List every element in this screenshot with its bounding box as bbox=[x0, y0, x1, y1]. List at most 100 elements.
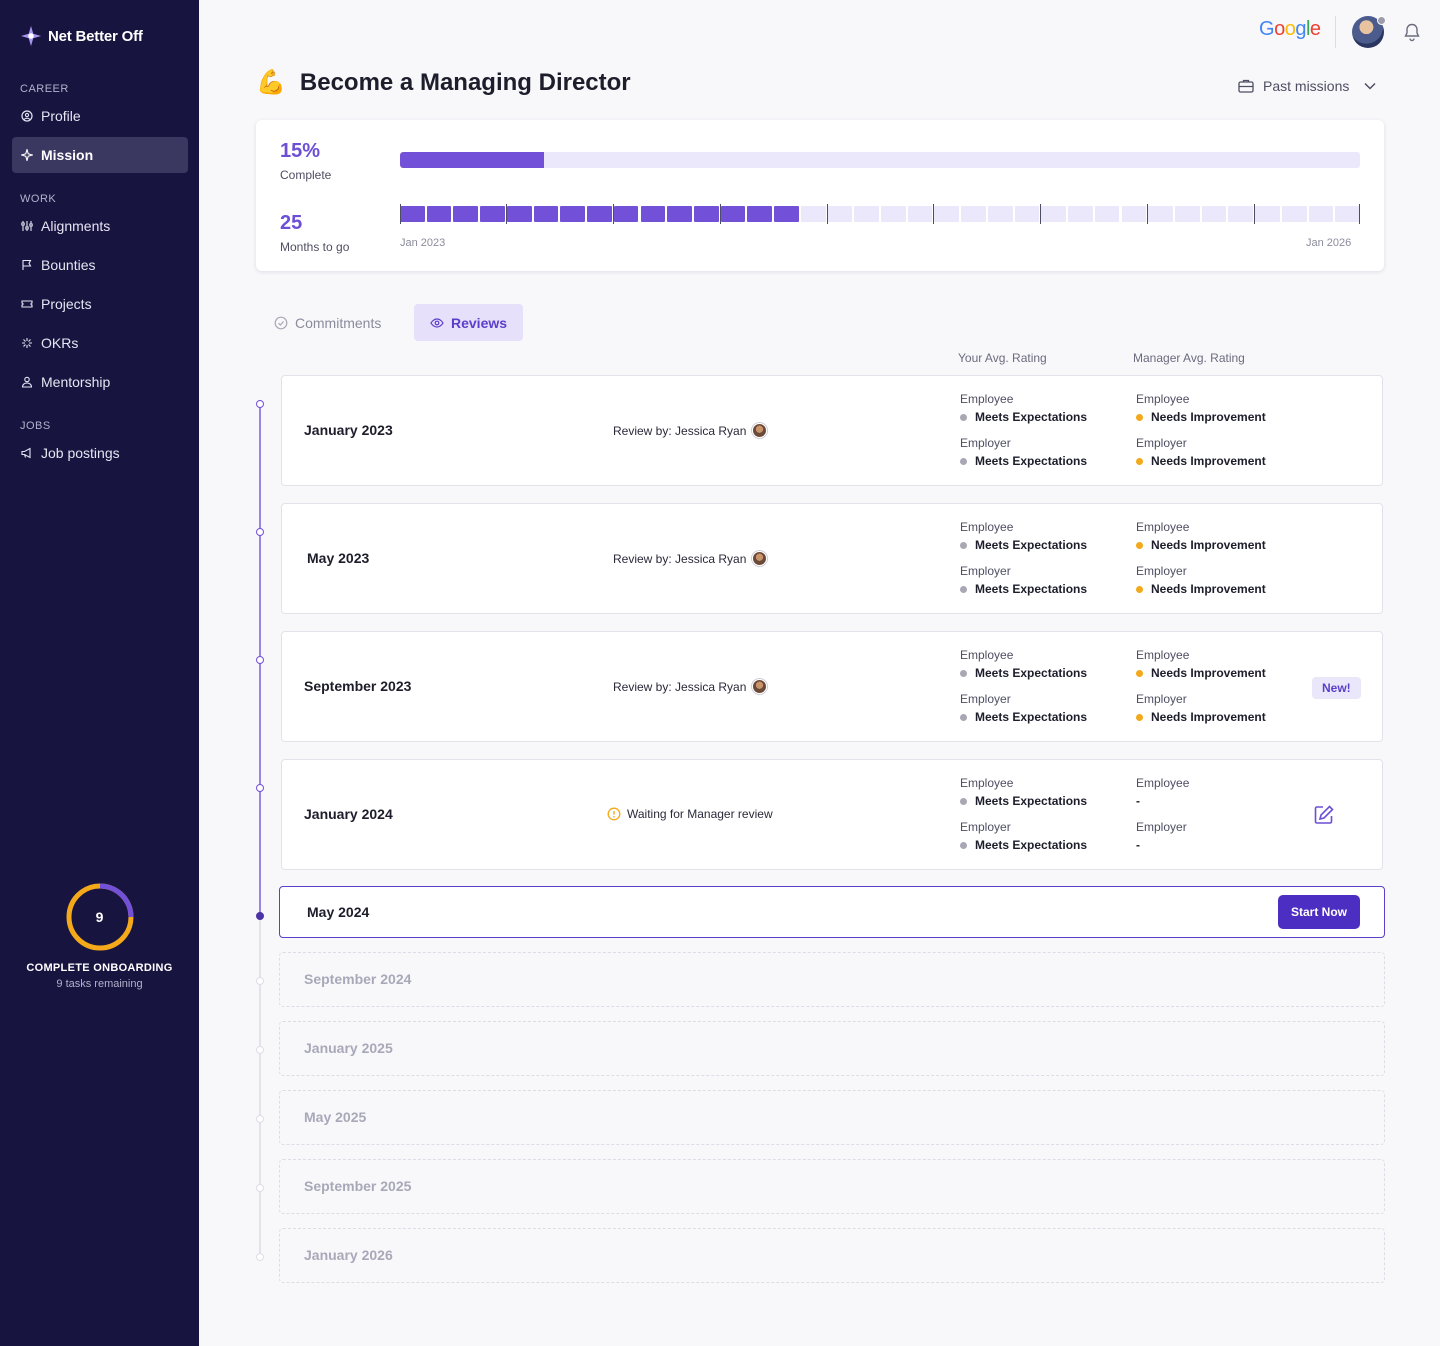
past-missions-dropdown[interactable]: Past missions bbox=[1237, 77, 1379, 95]
rating-text: Needs Improvement bbox=[1151, 582, 1266, 596]
rating-role: Employer bbox=[960, 564, 1011, 578]
sidebar-item-label: Projects bbox=[41, 296, 92, 312]
month-segment bbox=[1228, 206, 1254, 222]
new-badge: New! bbox=[1312, 677, 1361, 699]
nav-section-work: WORK bbox=[20, 193, 57, 205]
bell-icon[interactable] bbox=[1402, 22, 1422, 42]
segment-tick bbox=[1147, 204, 1149, 224]
company-logo-letter: G bbox=[1259, 18, 1275, 40]
rating-value: Meets Expectations bbox=[960, 452, 1087, 470]
rating-dot bbox=[1136, 669, 1143, 677]
onboarding-count: 9 bbox=[95, 909, 104, 925]
reviewer-avatar bbox=[752, 679, 768, 694]
sidebar-item-label: Job postings bbox=[41, 445, 120, 461]
rating-text: Meets Expectations bbox=[975, 666, 1088, 680]
mission-progress-card: 15% Complete 25 Months to go Jan 2023 Ja… bbox=[256, 120, 1384, 271]
company-logo-letter: e bbox=[1309, 18, 1321, 40]
rating-text: - bbox=[1136, 794, 1140, 808]
review-card[interactable]: January 2023 Review by: Jessica Ryan Emp… bbox=[281, 375, 1383, 486]
rating-dot bbox=[960, 797, 967, 805]
review-card[interactable]: September 2023 Review by: Jessica Ryan E… bbox=[281, 631, 1383, 742]
rating-dot bbox=[960, 457, 967, 465]
month-segment bbox=[1121, 206, 1147, 222]
month-segment bbox=[480, 206, 505, 222]
reviewer: Review by: Jessica Ryan bbox=[613, 679, 768, 694]
month-segment bbox=[1308, 206, 1334, 222]
reviewer: Review by: Jessica Ryan bbox=[613, 551, 768, 566]
review-month: May 2023 bbox=[307, 550, 370, 566]
sidebar-item-label: Profile bbox=[41, 108, 81, 124]
timeline-end-label: Jan 2026 bbox=[1306, 237, 1352, 249]
sidebar-item-mission[interactable]: Mission bbox=[12, 137, 188, 173]
timeline-dot bbox=[256, 784, 264, 792]
month-segment bbox=[827, 206, 853, 222]
tab-reviews[interactable]: Reviews bbox=[414, 304, 524, 341]
timeline-dot bbox=[256, 656, 264, 664]
rating-text: Needs Improvement bbox=[1151, 454, 1266, 468]
sidebar-item-mentorship[interactable]: Mentorship bbox=[12, 364, 188, 400]
sidebar-item-alignments[interactable]: Alignments bbox=[12, 208, 188, 244]
segment-tick bbox=[933, 204, 935, 224]
edit-icon[interactable] bbox=[1313, 804, 1335, 826]
brand-name: Net Better Off bbox=[48, 27, 143, 45]
rating-dot bbox=[960, 413, 967, 421]
future-review-card: September 2025 bbox=[279, 1159, 1385, 1214]
rating-value: Needs Improvement bbox=[1136, 580, 1266, 598]
rating-role: Employer bbox=[960, 436, 1011, 450]
current-review-card[interactable]: May 2024 Start Now bbox=[279, 886, 1385, 938]
timeline-dot-future bbox=[256, 1184, 264, 1192]
rating-value: - bbox=[1136, 836, 1189, 854]
percent-complete: 15% bbox=[280, 140, 321, 162]
brand[interactable]: Net Better Off bbox=[20, 25, 143, 47]
tab-commitments[interactable]: Commitments bbox=[258, 304, 397, 341]
rating-dot bbox=[1136, 713, 1143, 721]
segment-tick bbox=[719, 204, 721, 224]
sidebar-item-label: Alignments bbox=[41, 218, 111, 234]
onboarding-widget[interactable]: 9 COMPLETE ONBOARDING 9 tasks remaining bbox=[0, 880, 199, 990]
sidebar-item-profile[interactable]: Profile bbox=[12, 98, 188, 134]
company-logo: Google bbox=[1259, 18, 1321, 41]
rating-value: Meets Expectations bbox=[960, 836, 1087, 854]
month-segment bbox=[747, 206, 773, 222]
tab-label: Reviews bbox=[451, 314, 508, 331]
rating-dot bbox=[1136, 541, 1143, 549]
company-logo-letter: o bbox=[1274, 18, 1285, 40]
month-segment bbox=[587, 206, 612, 222]
month-segment bbox=[533, 206, 559, 222]
month-segment bbox=[613, 206, 639, 222]
manager-ratings: Employee Needs Improvement Employer Need… bbox=[1136, 648, 1266, 736]
progress-bar-fill bbox=[400, 152, 544, 168]
rating-value: Needs Improvement bbox=[1136, 664, 1266, 682]
sliders-icon bbox=[21, 221, 33, 231]
sidebar-item-okrs[interactable]: OKRs bbox=[12, 325, 188, 361]
rating-dot bbox=[960, 541, 967, 549]
target-icon bbox=[22, 338, 32, 348]
month-segment bbox=[453, 206, 479, 222]
rating-role: Employee bbox=[1136, 520, 1190, 534]
month-segment bbox=[1174, 206, 1200, 222]
page-title: 💪 Become a Managing Director bbox=[256, 68, 631, 97]
rating-dot bbox=[960, 713, 967, 721]
review-card[interactable]: May 2023 Review by: Jessica Ryan Employe… bbox=[281, 503, 1383, 614]
presence-dot bbox=[1377, 16, 1386, 25]
sidebar-item-job-postings[interactable]: Job postings bbox=[12, 435, 188, 471]
review-card[interactable]: January 2024 Waiting for Manager review … bbox=[281, 759, 1383, 870]
month-segment bbox=[1201, 206, 1227, 222]
manager-ratings: Employee - Employer - bbox=[1136, 776, 1189, 864]
start-now-button[interactable]: Start Now bbox=[1278, 895, 1360, 929]
month-segment bbox=[1041, 206, 1067, 222]
rating-text: Meets Expectations bbox=[975, 710, 1088, 724]
timeline-dot bbox=[256, 528, 264, 536]
sidebar-item-bounties[interactable]: Bounties bbox=[12, 247, 188, 283]
rating-dot bbox=[960, 585, 967, 593]
column-your-avg-rating: Your Avg. Rating bbox=[958, 351, 1047, 365]
months-to-go: 25 bbox=[280, 212, 303, 234]
month-segment bbox=[720, 206, 746, 222]
sidebar-item-label: Mission bbox=[41, 147, 94, 163]
segment-tick bbox=[1040, 204, 1042, 224]
rating-value: Meets Expectations bbox=[960, 580, 1087, 598]
rating-role: Employee bbox=[960, 520, 1014, 534]
sidebar-item-projects[interactable]: Projects bbox=[12, 286, 188, 322]
sidebar: Net Better Off CAREER Profile Mission WO… bbox=[0, 0, 199, 1346]
month-segment bbox=[640, 206, 666, 222]
